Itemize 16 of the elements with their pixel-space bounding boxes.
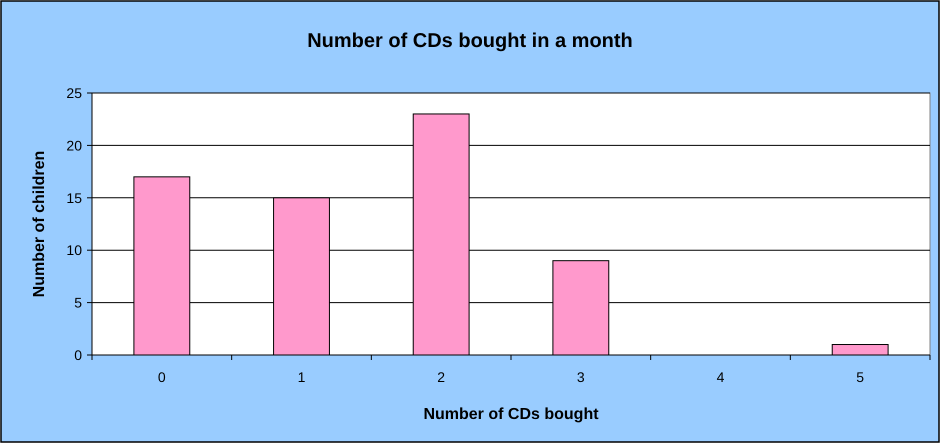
- y-tick-label: 10: [66, 242, 82, 258]
- x-tick-label: 2: [437, 369, 446, 385]
- y-tick-label: 25: [66, 85, 82, 101]
- y-axis-title: Number of children: [31, 150, 48, 298]
- x-tick-label: 1: [298, 369, 306, 385]
- y-tick-label: 20: [66, 137, 82, 154]
- y-tick-label: 5: [74, 294, 82, 311]
- x-tick-label: 3: [576, 369, 585, 385]
- chart-title: Number of CDs bought in a month: [307, 30, 633, 52]
- x-axis-title: Number of CDs bought: [423, 406, 600, 423]
- x-tick-label: 5: [856, 369, 864, 385]
- bar: [832, 344, 889, 356]
- x-tick-label: 4: [716, 369, 725, 385]
- y-tick-label: 0: [74, 347, 82, 363]
- x-tick-label: 0: [158, 369, 166, 385]
- y-tick-label: 15: [66, 190, 82, 206]
